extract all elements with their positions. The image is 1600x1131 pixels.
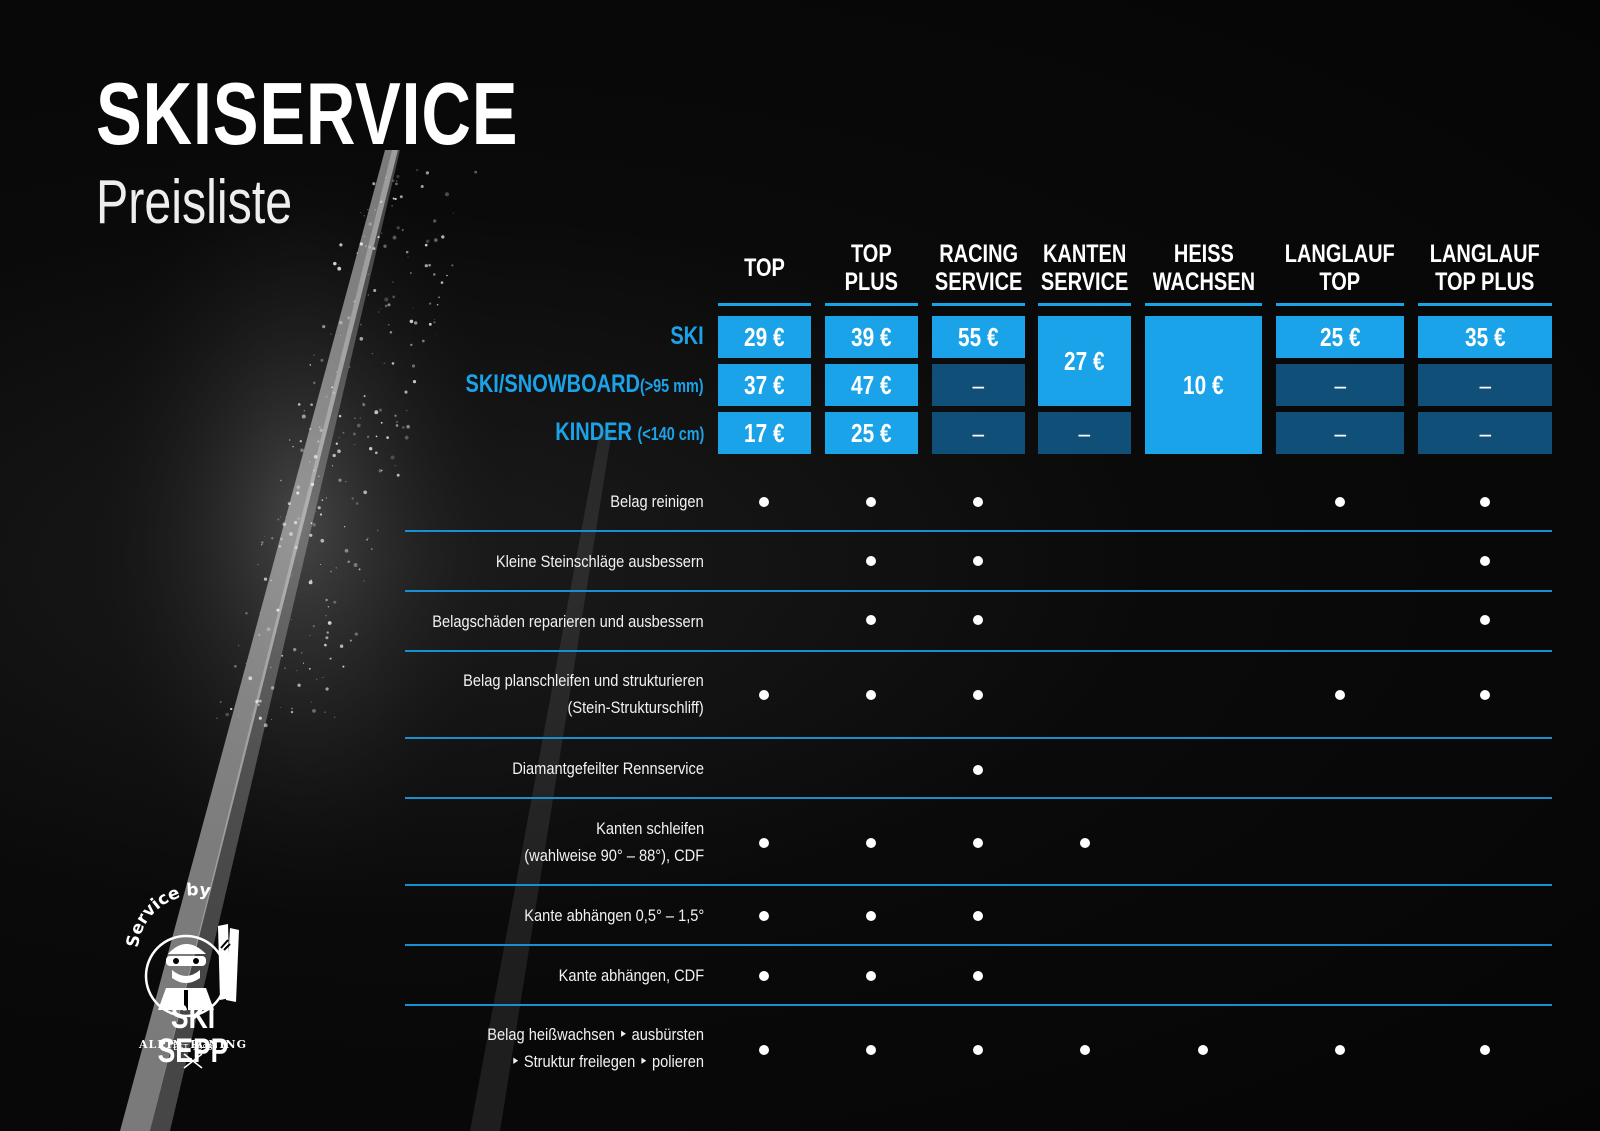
included-dot	[1080, 838, 1090, 848]
included-dot	[1080, 1045, 1090, 1055]
column-underline	[1145, 303, 1262, 306]
included-dot	[1480, 1045, 1490, 1055]
column-header-langlauf-top-plus: LANGLAUF TOP PLUS	[1430, 240, 1541, 296]
price-cell-unavailable: –	[1418, 364, 1552, 406]
price-cell: 27 €	[1038, 316, 1131, 406]
included-dot	[1335, 497, 1345, 507]
row-divider	[405, 530, 1552, 532]
logo-tagline: ALPIN TUNING	[139, 1038, 247, 1051]
logo-est-text: EST. 1993	[173, 1043, 213, 1052]
included-dot	[866, 911, 876, 921]
price-cell-unavailable: –	[932, 364, 1025, 406]
included-dot	[866, 1045, 876, 1055]
column-header-heiss-wachsen: HEISS WACHSEN	[1152, 240, 1255, 296]
price-cell: 47 €	[825, 364, 918, 406]
row-divider	[405, 650, 1552, 652]
row-label-ski-snowboard: SKI/SNOWBOARD(>95 mm)	[465, 370, 704, 398]
page-subtitle: Preisliste	[96, 168, 293, 237]
price-cell: 29 €	[718, 316, 811, 358]
feature-label: Belagschäden reparieren und ausbessern	[432, 612, 704, 631]
row-divider	[405, 944, 1552, 946]
price-cell: 35 €	[1418, 316, 1552, 358]
included-dot	[1480, 556, 1490, 566]
price-cell-unavailable: –	[1418, 412, 1552, 454]
feature-label: Kante abhängen 0,5° – 1,5°	[524, 906, 704, 925]
included-dot	[866, 497, 876, 507]
price-cell: 25 €	[1276, 316, 1404, 358]
feature-label: Kanten schleifen (wahlweise 90° – 88°), …	[524, 819, 704, 865]
column-header-langlauf-top: LANGLAUF TOP	[1285, 240, 1396, 296]
included-dot	[759, 911, 769, 921]
included-dot	[866, 838, 876, 848]
included-dot	[973, 765, 983, 775]
included-dot	[973, 911, 983, 921]
included-dot	[1198, 1045, 1208, 1055]
row-label-ski: SKI	[670, 322, 704, 350]
row-divider	[405, 737, 1552, 739]
included-dot	[759, 690, 769, 700]
column-underline	[1418, 303, 1552, 306]
price-cell: 10 €	[1145, 316, 1262, 454]
included-dot	[973, 838, 983, 848]
included-dot	[1480, 690, 1490, 700]
row-divider	[405, 590, 1552, 592]
included-dot	[973, 615, 983, 625]
logo-name: SKI SEPP	[157, 998, 229, 1070]
column-header-top-plus: TOP PLUS	[844, 240, 899, 296]
row-divider	[405, 797, 1552, 799]
feature-label: Belag planschleifen und strukturieren (S…	[463, 671, 704, 717]
included-dot	[1335, 690, 1345, 700]
included-dot	[759, 497, 769, 507]
included-dot	[973, 971, 983, 981]
column-header-racing-service: RACING SERVICE	[934, 240, 1023, 296]
feature-label: Diamantgefeilter Rennservice	[512, 759, 704, 778]
column-underline	[718, 303, 811, 306]
price-cell-unavailable: –	[1276, 364, 1404, 406]
row-divider	[405, 884, 1552, 886]
price-cell: 17 €	[718, 412, 811, 454]
price-cell-unavailable: –	[932, 412, 1025, 454]
page-title: SKISERVICE	[96, 64, 519, 163]
included-dot	[973, 690, 983, 700]
column-header-kanten-service: KANTEN SERVICE	[1040, 240, 1129, 296]
included-dot	[1335, 1045, 1345, 1055]
included-dot	[866, 690, 876, 700]
included-dot	[759, 971, 769, 981]
included-dot	[973, 1045, 983, 1055]
included-dot	[1480, 497, 1490, 507]
price-cell-unavailable: –	[1038, 412, 1131, 454]
column-underline	[932, 303, 1025, 306]
price-cell: 25 €	[825, 412, 918, 454]
price-cell: 55 €	[932, 316, 1025, 358]
row-label-kinder: KINDER (<140 cm)	[554, 418, 704, 446]
feature-label: Kante abhängen, CDF	[558, 966, 704, 985]
included-dot	[866, 971, 876, 981]
price-cell-unavailable: –	[1276, 412, 1404, 454]
column-underline	[1038, 303, 1131, 306]
included-dot	[866, 615, 876, 625]
ski-sepp-logo: Service by EST. 1993	[123, 880, 239, 1069]
feature-label: Belag heißwachsen ‣ ausbürsten ‣ Struktu…	[487, 1025, 704, 1071]
included-dot	[759, 1045, 769, 1055]
included-dot	[973, 497, 983, 507]
column-underline	[825, 303, 918, 306]
included-dot	[973, 556, 983, 566]
included-dot	[759, 838, 769, 848]
included-dot	[1480, 615, 1490, 625]
price-cell: 39 €	[825, 316, 918, 358]
column-underline	[1276, 303, 1404, 306]
included-dot	[866, 556, 876, 566]
column-header-top: TOP	[744, 254, 785, 282]
feature-label: Kleine Steinschläge ausbessern	[495, 552, 704, 571]
feature-label: Belag reinigen	[610, 492, 704, 511]
row-divider	[405, 1004, 1552, 1006]
price-cell: 37 €	[718, 364, 811, 406]
